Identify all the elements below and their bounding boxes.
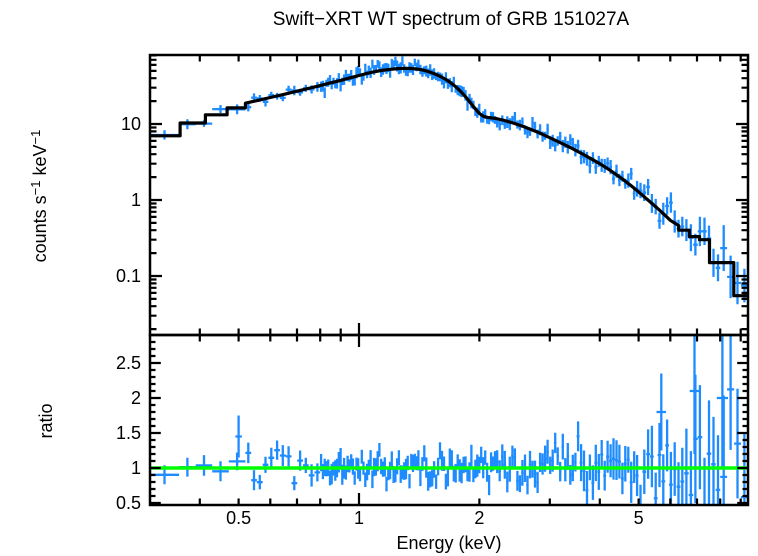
- x-tick-label-1: 1: [354, 508, 364, 528]
- ratio-y-tick-label-0.5: 0.5: [116, 493, 141, 513]
- x-axis-title: Energy (keV): [396, 533, 501, 553]
- ratio-y-tick-label-2.5: 2.5: [116, 353, 141, 373]
- spectrum-data-errorbars: [150, 56, 748, 305]
- ratio-y-axis-title: ratio: [36, 403, 56, 438]
- ratio-y-tick-label-1: 1: [131, 458, 141, 478]
- x-tick-label-2: 2: [474, 508, 484, 528]
- x-tick-label-0.5: 0.5: [226, 508, 251, 528]
- x-tick-label-5: 5: [634, 508, 644, 528]
- spectrum-y-tick-label-0.1: 0.1: [116, 266, 141, 286]
- spectrum-y-tick-label-10: 10: [121, 114, 141, 134]
- ratio-y-tick-label-2: 2: [131, 388, 141, 408]
- axis-ticks: [150, 54, 748, 505]
- spectrum-panel-border: [148, 53, 750, 337]
- spectrum-y-axis-title: counts s−1 keV−1: [28, 130, 50, 263]
- spectrum-model-curve: [150, 66, 748, 298]
- spectrum-y-tick-label-1: 1: [131, 190, 141, 210]
- ratio-y-tick-label-1.5: 1.5: [116, 423, 141, 443]
- chart-title: Swift−XRT WT spectrum of GRB 151027A: [273, 9, 630, 30]
